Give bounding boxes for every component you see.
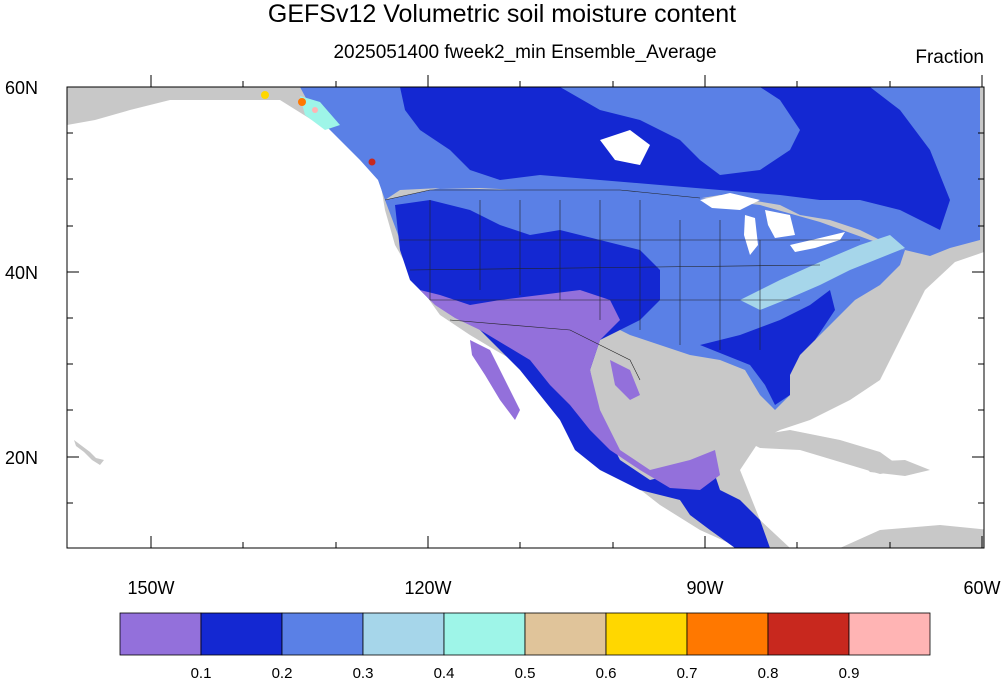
hotspot-red xyxy=(368,158,376,166)
lat-label-20n: 20N xyxy=(5,448,38,468)
region-central-america xyxy=(680,495,765,548)
hudson-bay-fragment xyxy=(600,130,650,165)
figure-title: GEFSv12 Volumetric soil moisture content xyxy=(268,0,736,28)
region-baja xyxy=(470,340,520,420)
colorbar-swatch xyxy=(443,612,526,656)
lon-label-120w: 120W xyxy=(404,578,451,598)
lat-axis xyxy=(67,86,984,504)
colorbar-swatch xyxy=(362,612,445,656)
colorbar-swatch xyxy=(119,612,202,656)
colorbar-label: 0.5 xyxy=(515,665,536,681)
colorbar-swatch xyxy=(200,612,283,656)
colorbar-label: 0.7 xyxy=(677,665,698,681)
lat-label-60n: 60N xyxy=(5,78,38,98)
lon-axis xyxy=(150,75,983,548)
lake-michigan xyxy=(744,215,758,255)
region-canada-dark xyxy=(400,87,950,230)
lake-huron xyxy=(765,210,795,238)
region-texas-purple xyxy=(610,360,640,400)
lat-label-40n: 40N xyxy=(5,263,38,283)
region-southeast xyxy=(700,290,835,405)
colorbar-label: 0.9 xyxy=(839,665,860,681)
colorbar-swatch xyxy=(848,612,931,656)
region-ohio-valley xyxy=(740,235,905,310)
lon-label-150w: 150W xyxy=(127,578,174,598)
lake-superior xyxy=(700,193,760,210)
colorbar-swatch xyxy=(281,612,364,656)
hotspot-pink xyxy=(312,107,318,113)
region-southwest-mexico xyxy=(420,290,720,490)
hotspot-yellow xyxy=(261,91,269,99)
colorbar-swatch xyxy=(605,612,688,656)
lake-erie-ontario xyxy=(790,232,845,252)
political-boundaries xyxy=(384,189,860,381)
colorbar-label: 0.8 xyxy=(758,665,779,681)
hotspot-orange xyxy=(298,98,306,106)
map-panel: 60N 40N 20N 150W 120W 90W 60W xyxy=(5,75,1001,598)
lon-label-60w: 60W xyxy=(963,578,1000,598)
hawaii-islands xyxy=(74,440,104,465)
colorbar-label: 0.4 xyxy=(434,665,455,681)
colorbar-label: 0.3 xyxy=(353,665,374,681)
lon-label-90w: 90W xyxy=(686,578,723,598)
colorbar-swatch xyxy=(686,612,769,656)
figure-subtitle: 2025051400 fweek2_min Ensemble_Average xyxy=(333,42,716,63)
colorbar: 0.1 0.2 0.3 0.4 0.5 0.6 0.7 0.8 0.9 xyxy=(119,612,931,682)
hispaniola-island xyxy=(860,460,930,476)
south-america-coast xyxy=(840,525,984,548)
region-coast-range-high xyxy=(300,96,340,130)
colorbar-label: 0.2 xyxy=(272,665,293,681)
units-label: Fraction xyxy=(915,47,984,68)
colorbar-label: 0.1 xyxy=(191,665,212,681)
colorbar-label: 0.6 xyxy=(596,665,617,681)
colorbar-swatch xyxy=(767,612,850,656)
colorbar-swatch xyxy=(524,612,607,656)
